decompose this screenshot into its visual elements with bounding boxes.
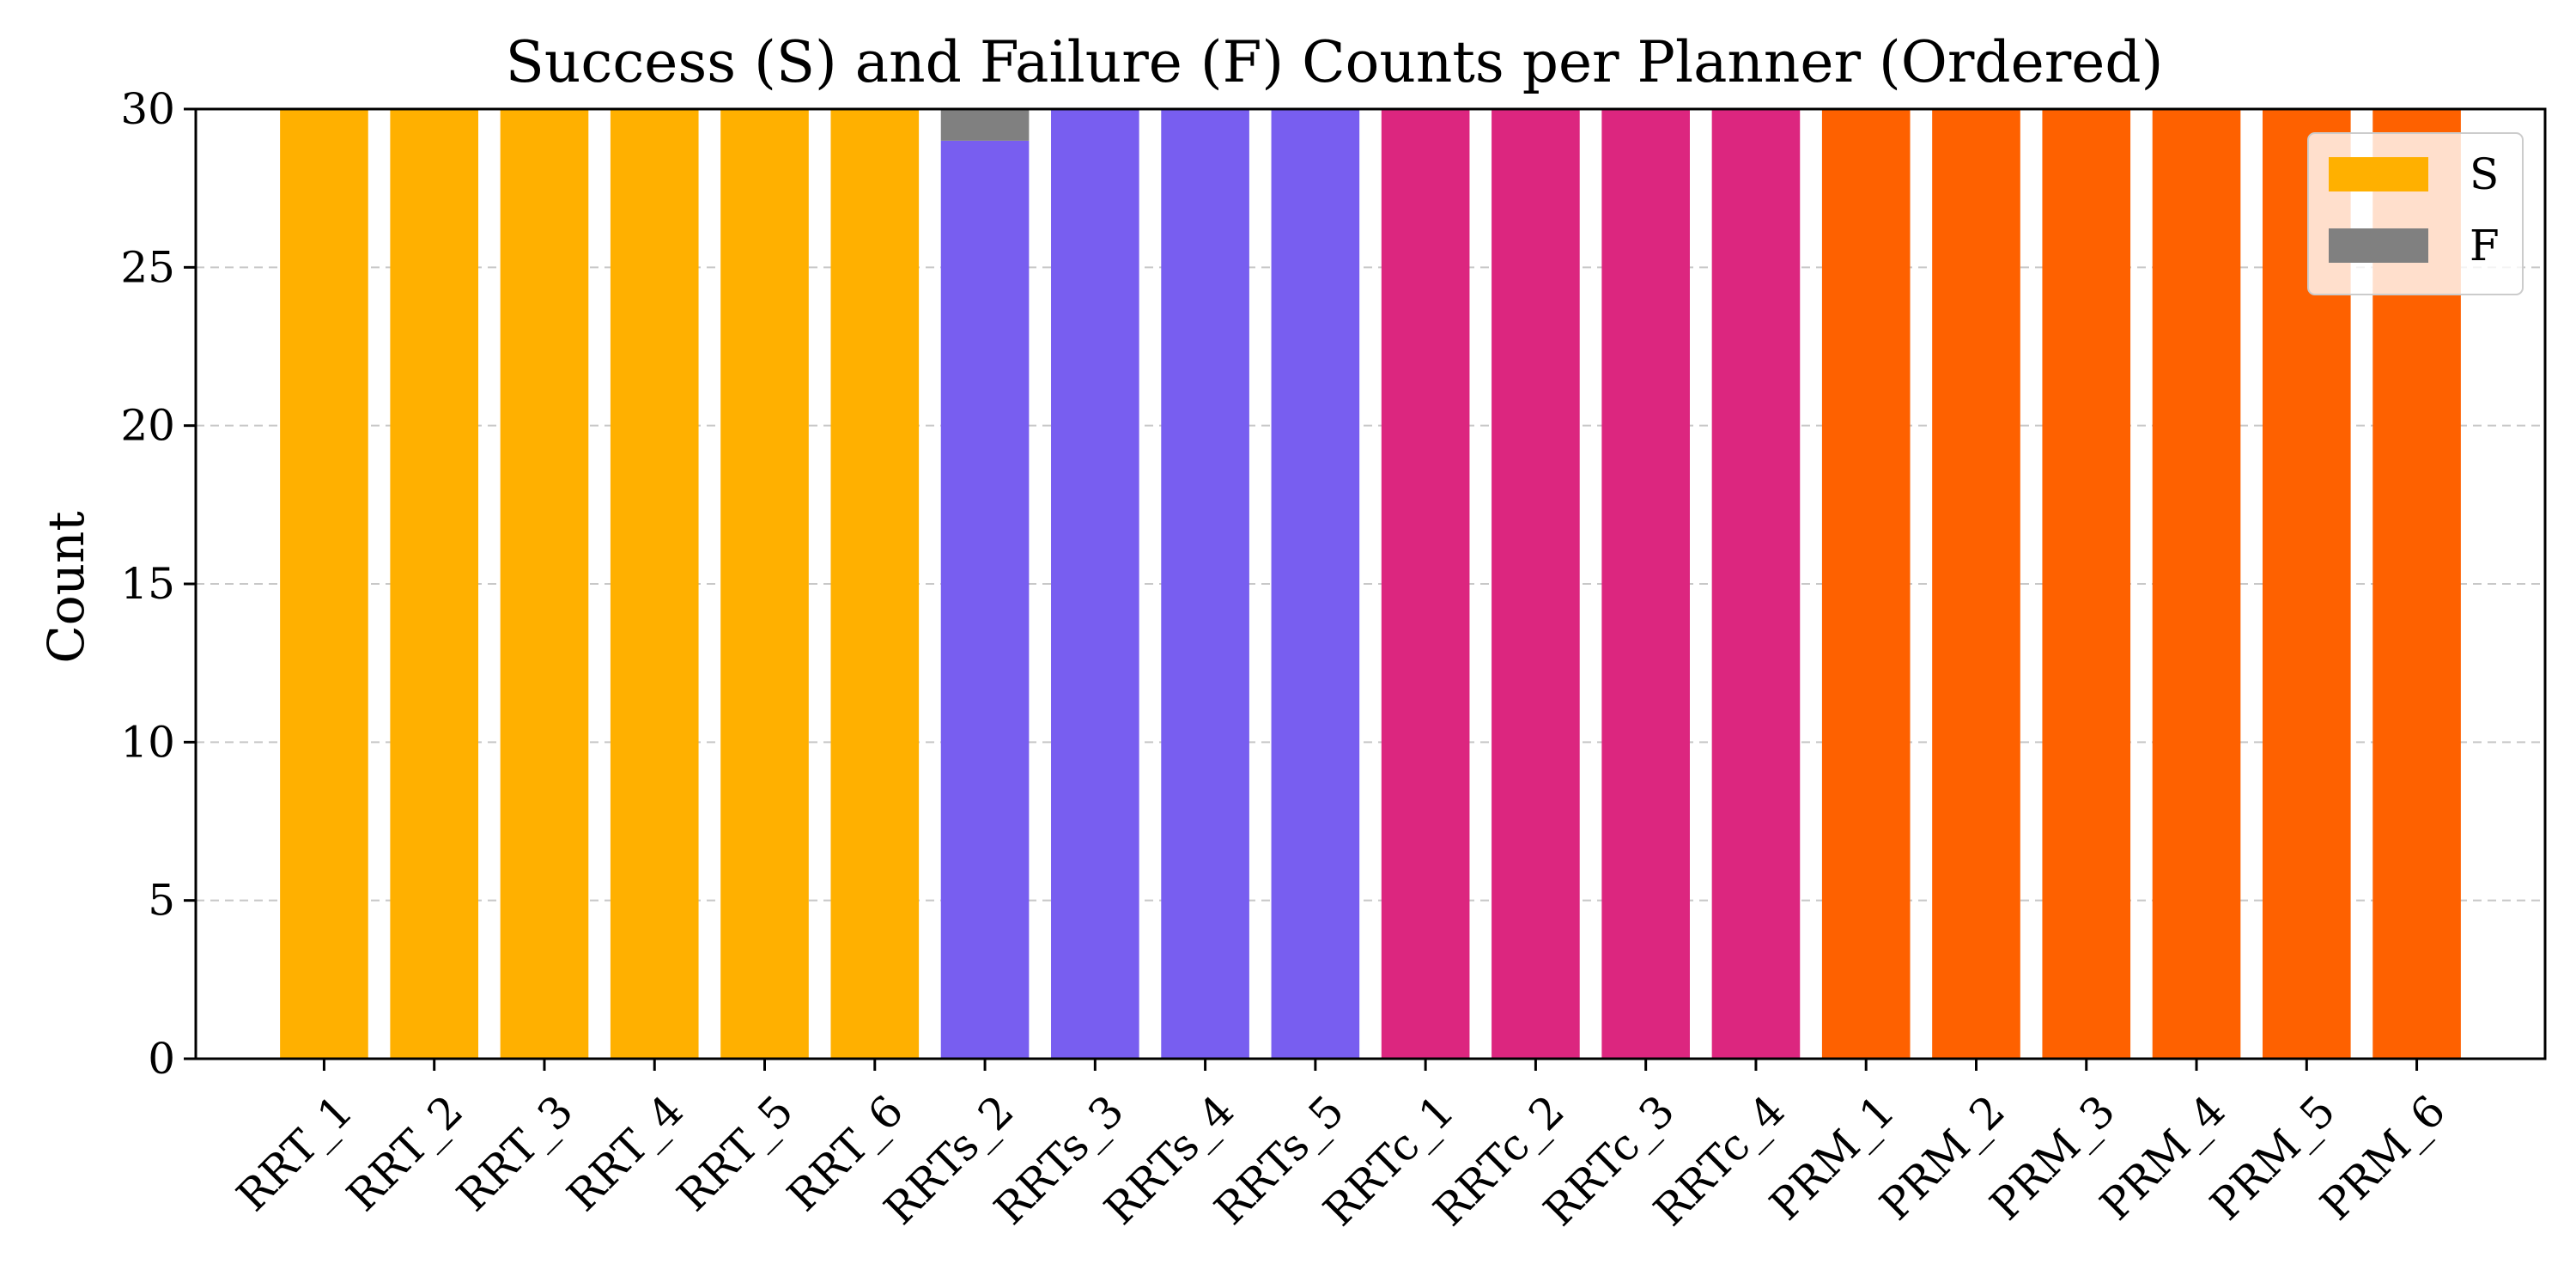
x-tick-label: PRM_5: [2201, 1085, 2345, 1230]
bar-S-PRM_2: [1932, 109, 2020, 1059]
bar-S-RRTs_2: [940, 140, 1030, 1059]
y-tick-label: 0: [148, 1034, 175, 1084]
bar-S-RRTs_3: [1051, 109, 1139, 1059]
y-axis: 0 5 10 15 20 25 30: [120, 84, 196, 1084]
legend-label-S: S: [2470, 149, 2499, 199]
bar-S-RRTs_5: [1271, 109, 1360, 1059]
bar-F-RRTs_2: [940, 109, 1030, 141]
bar-S-RRT_6: [830, 109, 920, 1059]
legend-swatch-F: [2329, 228, 2428, 263]
x-tick-label: RRT_4: [557, 1085, 692, 1220]
x-tick-label: RRT_3: [447, 1085, 582, 1220]
y-tick-label: 10: [120, 717, 175, 767]
legend-swatch-S: [2329, 157, 2428, 191]
bar-S-PRM_4: [2152, 109, 2241, 1059]
bar-S-PRM_3: [2042, 109, 2131, 1059]
y-tick-label: 25: [120, 242, 175, 292]
x-tick-label: PRM_6: [2311, 1085, 2455, 1230]
x-tick-label: PRM_2: [1870, 1085, 2014, 1230]
bar-S-RRTs_4: [1161, 109, 1249, 1059]
x-axis: RRT_1RRT_2RRT_3RRT_4RRT_5RRT_6RRTs_2RRTs…: [228, 1059, 2455, 1236]
bar-S-RRTc_2: [1492, 109, 1580, 1059]
x-tick-label: RRT_1: [228, 1085, 362, 1220]
bar-S-RRT_3: [500, 109, 589, 1059]
x-tick-label: PRM_4: [2091, 1085, 2235, 1230]
legend-label-F: F: [2470, 221, 2500, 270]
y-tick-label: 5: [148, 876, 175, 926]
bar-S-RRTc_3: [1601, 109, 1690, 1059]
bar-layer: [280, 109, 2461, 1059]
bar-S-RRT_5: [720, 109, 809, 1059]
bar-S-RRTc_4: [1711, 109, 1801, 1059]
y-tick-label: 15: [120, 559, 175, 609]
chart-title: Success (S) and Failure (F) Counts per P…: [506, 29, 2164, 95]
y-tick-label: 30: [120, 84, 175, 134]
bar-S-RRT_1: [280, 109, 368, 1059]
y-tick-label: 20: [120, 401, 175, 451]
bar-S-PRM_1: [1821, 109, 1911, 1059]
bar-S-RRT_2: [390, 109, 479, 1059]
x-tick-label: PRM_3: [1980, 1085, 2124, 1230]
x-tick-label: RRT_2: [337, 1085, 472, 1220]
y-axis-label: Count: [37, 511, 95, 663]
bar-S-RRT_4: [610, 109, 699, 1059]
bar-S-RRTc_1: [1381, 109, 1470, 1059]
x-tick-label: RRT_5: [668, 1085, 803, 1220]
x-tick-label: PRM_1: [1760, 1085, 1905, 1230]
legend: SF: [2307, 132, 2524, 295]
